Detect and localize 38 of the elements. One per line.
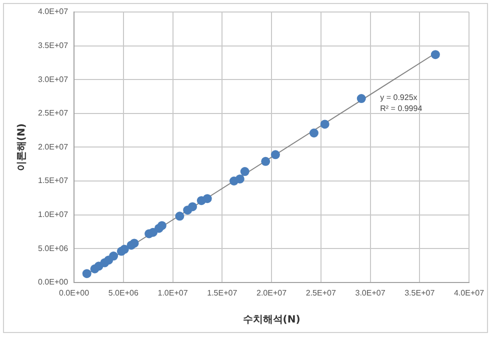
- x-tick-label: 1.5E+07: [207, 288, 238, 298]
- point: [320, 120, 330, 129]
- point: [202, 194, 212, 204]
- y-tick-label: 1.5E+07: [38, 176, 69, 186]
- point: [120, 244, 129, 254]
- y-tick-label: 4.0E+07: [38, 7, 69, 16]
- point: [356, 94, 366, 104]
- x-tick-label: 0.0E+00: [59, 288, 90, 298]
- y-tick-label: 5.0E+06: [38, 244, 69, 253]
- point: [157, 221, 166, 230]
- x-tick-label: 5.0E+06: [108, 288, 139, 298]
- annotation: y = 0.925x: [380, 92, 418, 102]
- x-tick-label: 3.0E+07: [355, 288, 386, 298]
- y-axis-title: 이론해(N): [16, 123, 28, 171]
- x-tick-label: 2.0E+07: [256, 288, 288, 298]
- point: [270, 150, 280, 160]
- x-tick-label: 3.5E+07: [404, 288, 436, 298]
- point: [188, 202, 198, 212]
- point: [309, 128, 318, 138]
- point: [261, 156, 270, 166]
- annotation: R² = 0.9994: [380, 104, 423, 113]
- y-tick-label: 2.5E+07: [38, 108, 69, 118]
- point: [130, 238, 139, 248]
- x-tick-label: 4.0E+07: [454, 288, 485, 298]
- y-tick-label: 3.0E+07: [38, 74, 69, 84]
- point: [430, 50, 440, 60]
- x-axis-title: 수치해석(N): [242, 314, 300, 326]
- y-tick-label: 1.0E+07: [38, 210, 69, 220]
- y-tick-label: 0.0E+00: [38, 278, 69, 287]
- y-tick-label: 3.5E+07: [38, 41, 69, 50]
- point: [175, 212, 184, 221]
- point: [240, 167, 250, 176]
- point: [109, 252, 118, 261]
- x-tick-label: 2.5E+07: [306, 288, 336, 298]
- x-tick-label: 1.0E+07: [158, 288, 188, 298]
- point: [235, 174, 244, 184]
- y-tick-label: 2.0E+07: [38, 142, 69, 152]
- point: [82, 269, 92, 278]
